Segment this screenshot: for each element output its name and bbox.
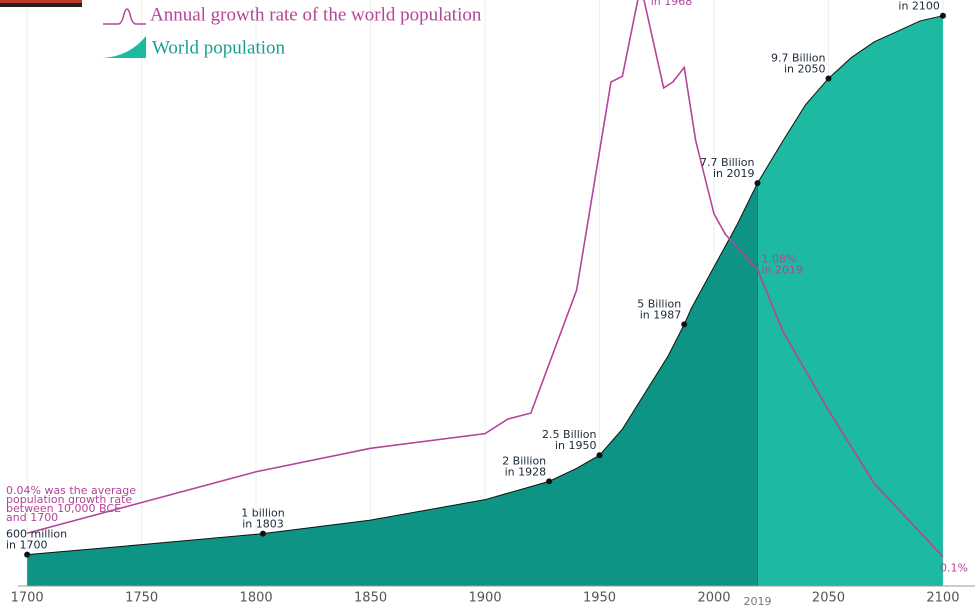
point-label: 10.9 Billion xyxy=(878,0,939,2)
point-note: in 2050 xyxy=(784,62,826,75)
population-point xyxy=(259,530,266,537)
point-note: in 1987 xyxy=(640,308,682,321)
population-point xyxy=(596,452,603,459)
population-point xyxy=(546,478,553,485)
point-note: in 2019 xyxy=(713,167,755,180)
legend-label: Annual growth rate of the world populati… xyxy=(150,4,482,25)
early-note: population growth rate xyxy=(6,493,132,506)
point-label: 2 Billion xyxy=(502,454,546,467)
point-note: in 1928 xyxy=(505,465,547,478)
split-label: 2019 xyxy=(744,595,772,606)
legend-line-icon xyxy=(103,8,146,25)
early-note: and 1700 xyxy=(6,511,58,524)
point-note: in 2100 xyxy=(898,0,940,13)
growth-line xyxy=(26,0,944,558)
x-tick-label: 2050 xyxy=(812,591,845,606)
x-tick-label: 1800 xyxy=(240,591,273,606)
x-tick-label: 1900 xyxy=(469,591,502,606)
point-label: 1 billion xyxy=(241,507,284,520)
rate-label: 0.1% xyxy=(940,562,968,575)
point-label: 5 Billion xyxy=(637,297,681,310)
point-note: in 1950 xyxy=(555,439,597,452)
x-tick-label: 1850 xyxy=(354,591,387,606)
rate-label: 1.08% xyxy=(762,253,797,266)
point-label: 2.5 Billion xyxy=(542,428,596,441)
population-point xyxy=(754,180,761,187)
rate-note: in 2019 xyxy=(762,264,804,277)
point-label: 600 million xyxy=(6,528,67,541)
early-note: 0.04% was the average xyxy=(6,484,136,497)
peak-note: in 1968 xyxy=(651,0,693,8)
population-point xyxy=(939,12,946,19)
population-area xyxy=(27,183,758,586)
x-tick-label: 1700 xyxy=(11,591,44,606)
population-point xyxy=(681,321,688,328)
flag-red xyxy=(0,0,82,3)
point-label: 7.7 Billion xyxy=(700,156,754,169)
point-note: in 1700 xyxy=(6,539,48,552)
x-tick-label: 2100 xyxy=(926,591,959,606)
legend-area-icon xyxy=(103,36,146,58)
population-area xyxy=(757,15,943,587)
legend-label: World population xyxy=(152,37,286,58)
point-note: in 1803 xyxy=(242,518,284,531)
population-point xyxy=(825,75,832,82)
point-label: 9.7 Billion xyxy=(771,51,825,64)
flag-dark xyxy=(0,3,82,7)
population-point xyxy=(24,551,31,558)
early-note: between 10,000 BCE xyxy=(6,502,121,515)
x-tick-label: 1750 xyxy=(125,591,158,606)
x-tick-label: 1950 xyxy=(583,591,616,606)
x-tick-label: 2000 xyxy=(697,591,730,606)
